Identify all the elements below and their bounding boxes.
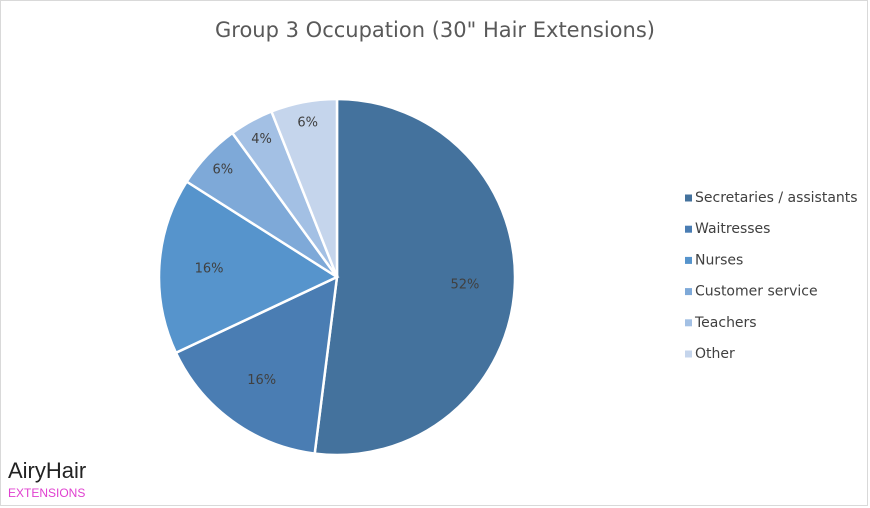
- data-label: 52%: [450, 278, 479, 293]
- legend-swatch: [685, 319, 692, 327]
- data-label: 16%: [247, 373, 276, 388]
- legend-swatch: [685, 350, 692, 358]
- pie-slice: [157, 179, 340, 355]
- legend-swatch: [685, 288, 692, 296]
- legend-label: Secretaries / assistants: [695, 190, 858, 206]
- legend-swatch: [685, 256, 692, 264]
- data-label: 16%: [195, 261, 224, 276]
- pie-slice: [174, 274, 339, 455]
- legend-swatch: [685, 225, 692, 233]
- data-label: 4%: [251, 132, 272, 147]
- legend-swatch: [685, 194, 692, 202]
- legend-label: Teachers: [694, 315, 757, 331]
- chart-title: Group 3 Occupation (30" Hair Extensions): [215, 18, 655, 42]
- legend-label: Customer service: [695, 284, 818, 300]
- pie-slice: [313, 97, 517, 457]
- legend-label: Other: [695, 346, 735, 362]
- data-label: 6%: [297, 116, 318, 131]
- watermark-tagline: EXTENSIONS: [8, 486, 85, 500]
- legend-label: Waitresses: [695, 221, 770, 237]
- legend-label: Nurses: [695, 252, 743, 268]
- pie-slice: [269, 97, 339, 278]
- data-label: 6%: [213, 162, 234, 177]
- watermark-name: AiryHair: [8, 458, 86, 483]
